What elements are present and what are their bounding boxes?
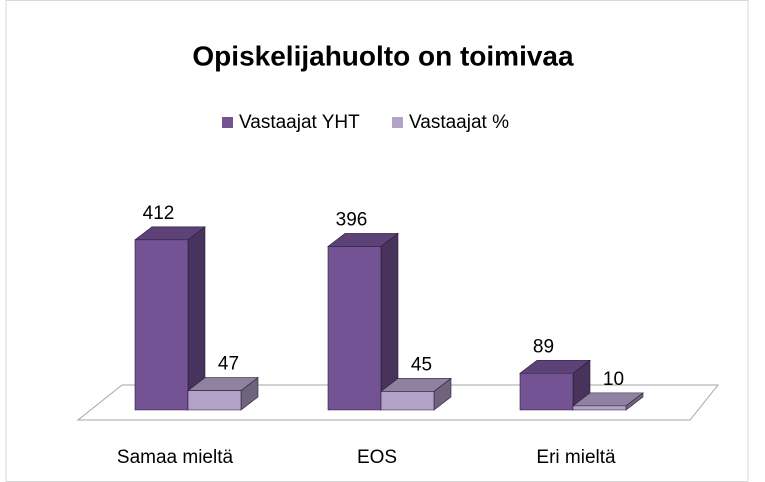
bar (572, 392, 644, 411)
bar-front (134, 239, 189, 411)
bar-front (572, 405, 627, 411)
bar-front (327, 246, 382, 411)
legend-label: Vastaajat YHT (239, 112, 360, 133)
bar (380, 377, 452, 411)
data-label: 10 (603, 369, 624, 390)
x-tick-label: EOS (357, 447, 397, 468)
data-label: 412 (143, 203, 175, 224)
bar (327, 232, 399, 411)
data-label: 89 (533, 336, 554, 357)
data-label: 396 (336, 209, 368, 230)
bar-front (380, 391, 435, 411)
legend-swatch (222, 117, 233, 128)
legend-swatch (392, 117, 403, 128)
legend-label: Vastaajat % (409, 112, 509, 133)
bar-front (187, 390, 242, 411)
bar-front (519, 372, 574, 411)
bar (187, 376, 259, 411)
x-tick-label: Samaa mieltä (117, 447, 234, 468)
data-label: 45 (411, 354, 432, 375)
bar (134, 226, 206, 411)
x-tick-label: Eri mieltä (536, 447, 616, 468)
chart-title: Opiskelijahuolto on toimivaa (192, 40, 574, 71)
data-label: 47 (218, 354, 239, 375)
